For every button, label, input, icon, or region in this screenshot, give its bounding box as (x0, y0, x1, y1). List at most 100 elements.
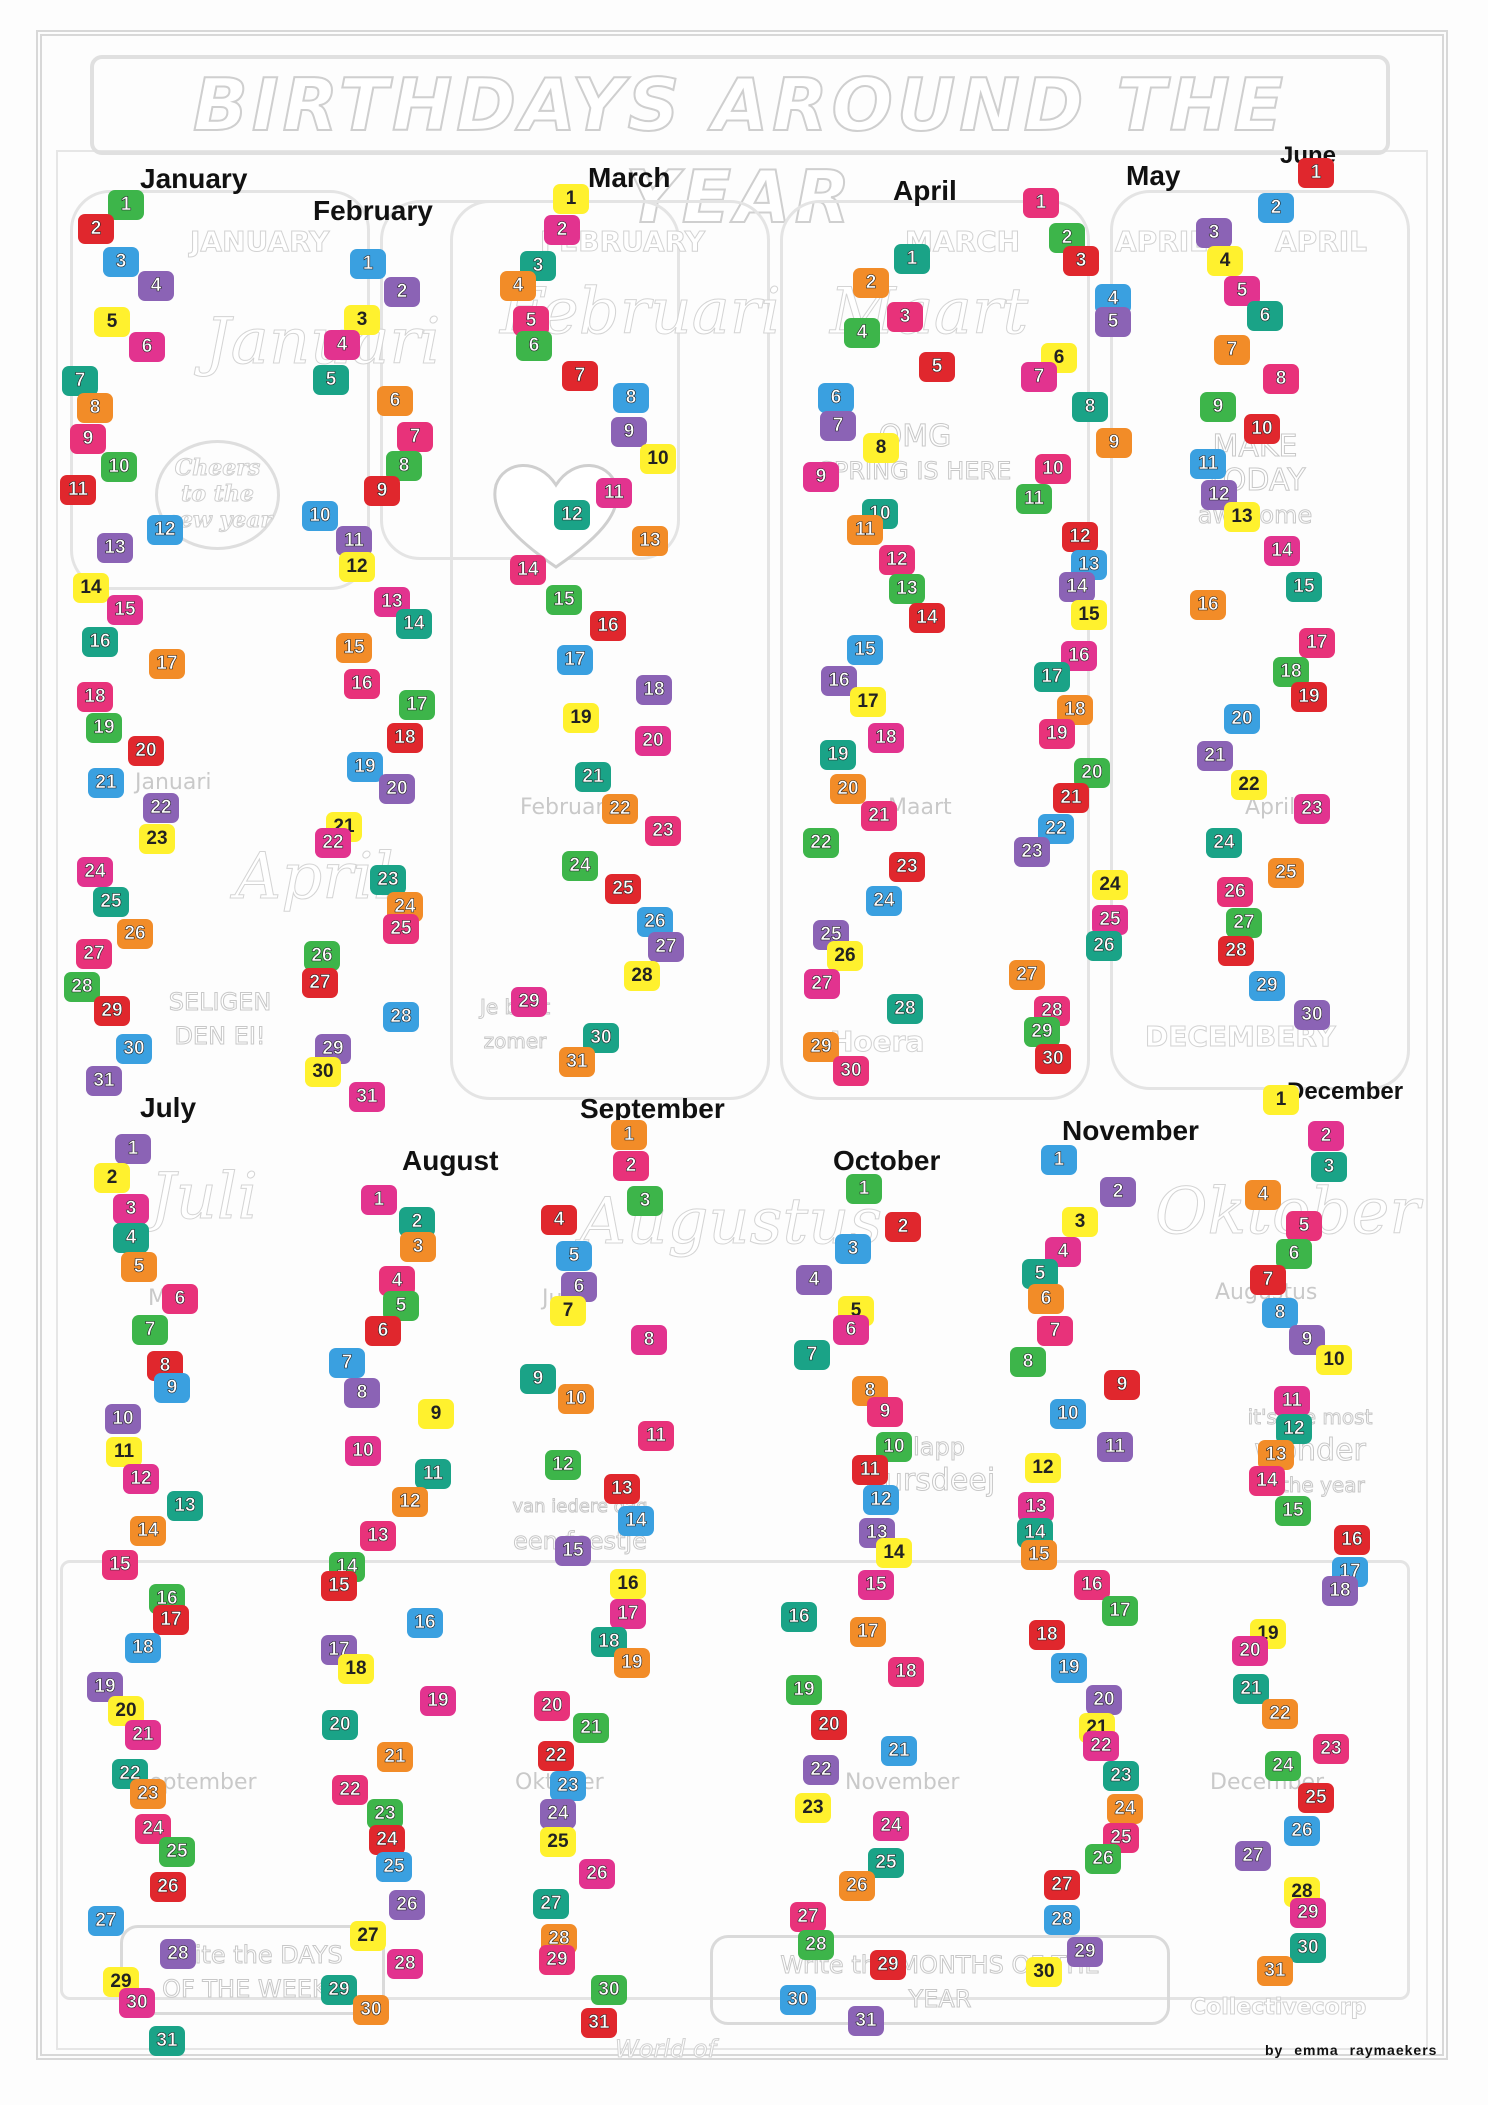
day-badge: 10 (640, 444, 676, 474)
panel-may (1110, 190, 1410, 1090)
day-badge: 20 (1224, 704, 1260, 734)
day-badge: 15 (847, 635, 883, 665)
day-badge: 7 (820, 411, 856, 441)
day-badge: 3 (113, 1194, 149, 1224)
day-badge: 3 (627, 1186, 663, 1216)
write-days-line2: OF THE WEEKS (162, 1975, 344, 2004)
day-badge: 7 (62, 366, 98, 396)
day-badge: 21 (125, 1720, 161, 1750)
day-badge: 1 (1298, 158, 1334, 188)
day-badge: 17 (149, 649, 185, 679)
day-badge: 15 (1286, 572, 1322, 602)
day-badge: 2 (384, 277, 420, 307)
day-badge: 16 (344, 669, 380, 699)
day-badge: 17 (610, 1599, 646, 1629)
day-badge: 8 (631, 1325, 667, 1355)
day-badge: 9 (1104, 1370, 1140, 1400)
day-badge: 15 (546, 585, 582, 615)
day-badge: 13 (889, 574, 925, 604)
day-badge: 11 (1097, 1432, 1133, 1462)
day-badge: 4 (844, 318, 880, 348)
day-badge: 24 (369, 1825, 405, 1855)
gelegen-line1: SELIGEN (168, 988, 272, 1017)
jebent-line2: zomer (483, 1029, 547, 1054)
day-badge: 10 (558, 1384, 594, 1414)
day-badge: 11 (336, 526, 372, 556)
day-badge: 10 (345, 1436, 381, 1466)
day-badge: 26 (1086, 931, 1122, 961)
day-badge: 24 (1265, 1751, 1301, 1781)
day-badge: 16 (781, 1602, 817, 1632)
day-badge: 3 (887, 302, 923, 332)
day-badge: 9 (867, 1397, 903, 1427)
day-badge: 7 (1250, 1265, 1286, 1295)
author-credit: by emma raymaekers (1265, 2042, 1438, 2058)
day-badge: 10 (1050, 1399, 1086, 1429)
day-badge: 29 (1290, 1898, 1326, 1928)
day-badge: 23 (130, 1779, 166, 1809)
day-badge: 17 (399, 690, 435, 720)
day-badge: 24 (1092, 870, 1128, 900)
day-badge: 23 (1014, 837, 1050, 867)
hoera-text: Hoera (829, 1025, 925, 1059)
month-april: April (893, 175, 957, 206)
day-badge: 23 (139, 824, 175, 854)
cheers-line2: to the (181, 481, 255, 508)
day-badge: 8 (344, 1378, 380, 1408)
month-august: August (402, 1145, 499, 1176)
day-badge: 26 (1284, 1816, 1320, 1846)
day-badge: 18 (1029, 1620, 1065, 1650)
day-badge: 11 (106, 1437, 142, 1467)
day-badge: 16 (1334, 1525, 1370, 1555)
day-badge: 6 (162, 1284, 198, 1314)
day-badge: 22 (1231, 770, 1267, 800)
day-badge: 26 (839, 1871, 875, 1901)
day-badge: 27 (302, 968, 338, 998)
day-badge: 21 (88, 768, 124, 798)
day-badge: 2 (853, 268, 889, 298)
day-badge: 22 (803, 1755, 839, 1785)
day-badge: 29 (511, 987, 547, 1017)
day-badge: 12 (392, 1487, 428, 1517)
day-badge: 20 (1232, 1636, 1268, 1666)
day-badge: 9 (803, 462, 839, 492)
day-badge: 23 (889, 852, 925, 882)
day-badge: 20 (534, 1691, 570, 1721)
day-badge: 11 (1016, 484, 1052, 514)
month-december: December (1287, 1078, 1404, 1105)
day-badge: 15 (858, 1570, 894, 1600)
day-badge: 14 (396, 609, 432, 639)
day-badge: 18 (1322, 1576, 1358, 1606)
day-badge: 13 (632, 526, 668, 556)
day-badge: 17 (1102, 1596, 1138, 1626)
day-badge: 19 (87, 1672, 123, 1702)
day-badge: 25 (1268, 858, 1304, 888)
day-badge: 27 (790, 1902, 826, 1932)
day-badge: 19 (420, 1686, 456, 1716)
day-badge: 1 (115, 1134, 151, 1164)
day-badge: 30 (780, 1985, 816, 2015)
day-badge: 2 (78, 214, 114, 244)
day-badge: 27 (350, 1921, 386, 1951)
day-badge: 22 (1262, 1699, 1298, 1729)
day-badge: 5 (313, 365, 349, 395)
day-badge: 10 (101, 452, 137, 482)
day-badge: 14 (510, 555, 546, 585)
day-badge: 9 (154, 1373, 190, 1403)
day-badge: 2 (613, 1151, 649, 1181)
ghost-april-b: APRIL (1274, 225, 1368, 259)
day-badge: 10 (1244, 414, 1280, 444)
day-badge: 6 (129, 332, 165, 362)
day-badge: 29 (94, 996, 130, 1026)
day-badge: 3 (835, 1234, 871, 1264)
day-badge: 14 (909, 603, 945, 633)
day-badge: 6 (1276, 1239, 1312, 1269)
day-badge: 1 (350, 249, 386, 279)
day-badge: 23 (550, 1771, 586, 1801)
day-badge: 19 (1039, 719, 1075, 749)
day-badge: 12 (863, 1485, 899, 1515)
day-badge: 28 (387, 1949, 423, 1979)
day-badge: 12 (1276, 1414, 1312, 1444)
day-badge: 28 (160, 1939, 196, 1969)
day-badge: 21 (377, 1742, 413, 1772)
